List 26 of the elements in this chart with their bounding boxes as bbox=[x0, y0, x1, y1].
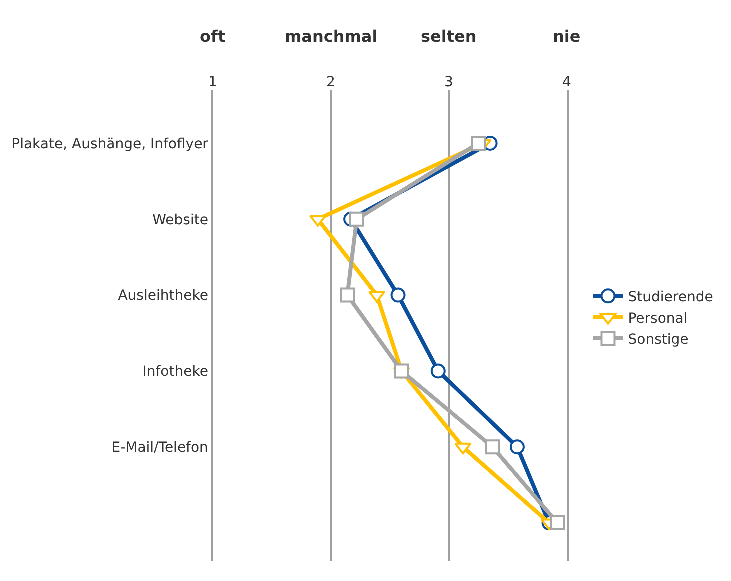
text: selten bbox=[421, 27, 477, 46]
point bbox=[454, 442, 472, 455]
legend-label: Personal bbox=[628, 310, 688, 327]
point bbox=[510, 440, 525, 455]
y-tick-label: Plakate, Aushänge, Infoflyer bbox=[12, 136, 209, 152]
point bbox=[340, 288, 356, 303]
legend-label: Studierende bbox=[628, 290, 714, 306]
y-tick-label: E-Mail/Telefon bbox=[112, 440, 208, 456]
text: manchmal bbox=[285, 27, 378, 46]
legend-label: Sonstige bbox=[628, 332, 689, 348]
y-tick-label: Infotheke bbox=[142, 364, 208, 380]
x-tick-label: 4 bbox=[562, 74, 572, 91]
y-tick-label: Ausleihtheke bbox=[118, 288, 208, 304]
point bbox=[394, 364, 410, 379]
x-tick-label: 1 bbox=[208, 74, 218, 91]
x-tick-label: 3 bbox=[444, 74, 454, 91]
text: nie bbox=[553, 27, 581, 46]
point bbox=[390, 288, 406, 303]
point bbox=[485, 440, 500, 455]
point bbox=[430, 364, 446, 379]
point bbox=[349, 212, 364, 227]
text: oft bbox=[200, 27, 226, 46]
y-tick-label: Website bbox=[152, 212, 208, 228]
point bbox=[550, 516, 566, 531]
point bbox=[471, 136, 486, 151]
x-tick-label: 2 bbox=[326, 74, 336, 91]
